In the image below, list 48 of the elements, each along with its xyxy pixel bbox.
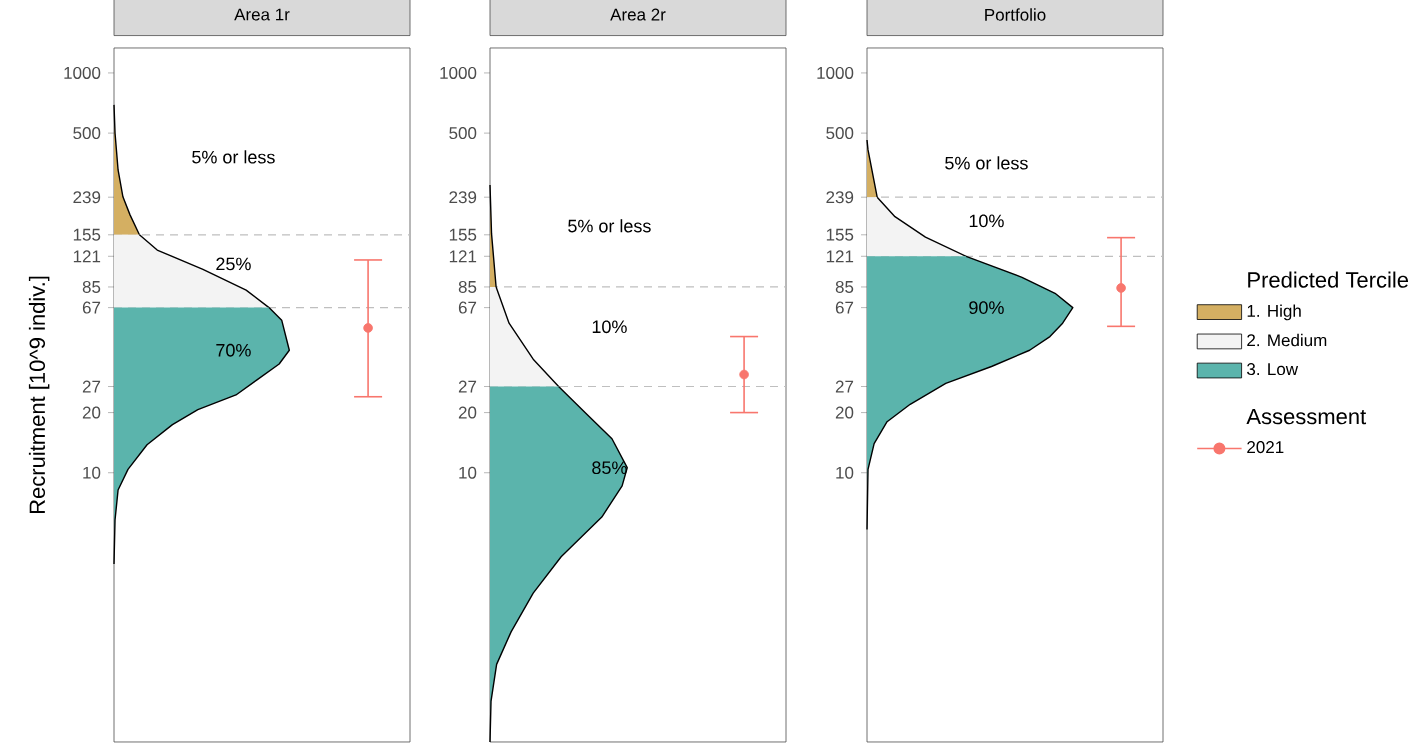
y-tick-label: 20 xyxy=(82,406,101,419)
annotation: 70% xyxy=(216,343,251,357)
legend-label: 3. Low xyxy=(1247,363,1299,376)
y-tick-label: 67 xyxy=(835,301,854,314)
legend-label: 2. Medium xyxy=(1247,333,1327,347)
annotation: 5% or less xyxy=(568,219,651,233)
y-tick-label: 67 xyxy=(458,301,477,314)
y-tick-label: 239 xyxy=(449,191,477,204)
annotation: 5% or less xyxy=(945,156,1028,170)
chart-title: Portfolio xyxy=(985,8,1046,21)
annotation: 90% xyxy=(969,301,1004,314)
y-tick-label: 239 xyxy=(73,191,101,204)
text: Assessment xyxy=(1246,408,1367,425)
y-tick-label: 85 xyxy=(835,280,854,293)
y-tick-label: 27 xyxy=(458,380,477,393)
y-tick-label: 121 xyxy=(826,250,854,263)
annotation: 10% xyxy=(592,320,627,334)
legend-label: 1. High xyxy=(1247,304,1301,321)
y-tick-label: 27 xyxy=(82,380,101,393)
y-tick-label: 10 xyxy=(459,466,477,479)
y-tick-label: 155 xyxy=(449,228,477,241)
y-tick-label: 20 xyxy=(835,406,854,419)
y-tick-label: 121 xyxy=(73,250,101,263)
y-tick-label: 500 xyxy=(449,127,477,140)
y-tick-label: 500 xyxy=(826,127,854,140)
y-tick-label: 67 xyxy=(82,301,101,314)
chart-title: Area 1r xyxy=(234,8,290,21)
annotation: 10% xyxy=(969,214,1004,228)
y-tick-label: 239 xyxy=(826,191,854,204)
y-tick-label: 10 xyxy=(83,466,101,479)
legend-label: 2021 xyxy=(1247,441,1284,454)
annotation: 5% or less xyxy=(192,150,275,164)
legend-title: Predicted Tercile xyxy=(1248,271,1409,288)
y-tick-label: 121 xyxy=(449,250,477,263)
y-tick-label: 155 xyxy=(73,228,101,241)
y-axis-title: Recruitment [10^9 indiv.] xyxy=(28,276,50,514)
y-tick-label: 85 xyxy=(82,280,101,293)
y-tick-label: 1000 xyxy=(817,66,854,79)
y-tick-label: 85 xyxy=(458,280,477,293)
y-tick-label: 155 xyxy=(826,228,854,241)
annotation: 25% xyxy=(216,257,251,271)
y-tick-label: 500 xyxy=(73,127,101,140)
y-tick-label: 1000 xyxy=(64,66,101,79)
chart-title: Area 2r xyxy=(610,8,666,21)
y-tick-label: 27 xyxy=(835,380,854,393)
y-tick-label: 20 xyxy=(458,406,477,419)
y-tick-label: 10 xyxy=(836,466,854,479)
y-tick-label: 1000 xyxy=(440,66,477,79)
